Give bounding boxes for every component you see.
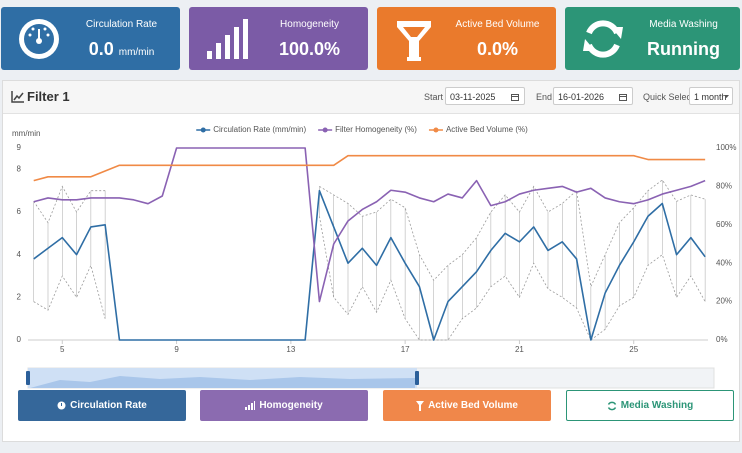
y2-tick-label: 40%	[716, 258, 732, 267]
refresh-icon	[607, 401, 616, 410]
x-tick-label: 5	[60, 345, 65, 354]
chart-icon	[11, 91, 24, 103]
quick-select-value: 1 month	[694, 92, 727, 102]
button-label: Homogeneity	[259, 400, 323, 411]
filter-header: Filter 1 Start 03-11-2025 End 16-01-2026…	[3, 81, 739, 114]
gauge-icon	[19, 19, 59, 59]
x-tick-label: 9	[174, 345, 179, 354]
bars-icon	[245, 401, 256, 410]
gauge-icon	[57, 401, 66, 410]
x-tick-label: 13	[286, 345, 295, 354]
plot-area: 0 2 4 6 8 9 0% 20% 40% 60% 80% 100% 5 9 13 17 21 25 Circul…	[17, 125, 737, 354]
quick-select[interactable]: 1 month	[689, 87, 733, 105]
media-washing-button[interactable]: Media Washing	[566, 390, 734, 421]
calendar-icon	[619, 94, 627, 101]
legend-marker	[200, 127, 206, 133]
start-label: Start	[424, 92, 444, 102]
y2-tick-label: 80%	[716, 182, 732, 191]
start-date-input[interactable]: 03-11-2025	[445, 87, 525, 105]
end-date: 16-01-2026	[558, 92, 605, 102]
card-value-row: 0.0 mm/min	[71, 39, 172, 60]
y-tick-label: 2	[17, 292, 22, 301]
button-label: Media Washing	[620, 400, 694, 411]
card-value: 100.0%	[278, 39, 341, 59]
button-label: Circulation Rate	[70, 400, 147, 411]
start-date: 03-11-2025	[450, 92, 496, 102]
legend-label: Filter Homogeneity (%)	[335, 125, 417, 134]
legend-marker	[433, 127, 439, 133]
funnel-icon	[416, 400, 425, 411]
stat-card: Circulation Rate 0.0 mm/min	[1, 7, 180, 70]
stat-card: Homogeneity 100.0%	[189, 7, 368, 70]
funnel-icon	[397, 21, 431, 61]
card-unit: mm/min	[118, 47, 155, 58]
series-line	[33, 189, 706, 341]
legend-item: Circulation Rate (mm/min)	[196, 125, 306, 134]
range-high-line	[33, 179, 706, 289]
y2-tick-label: 100%	[716, 143, 736, 152]
legend-marker	[322, 127, 328, 133]
y-axis-label: mm/min	[12, 129, 40, 138]
circulation-rate-button[interactable]: Circulation Rate	[18, 390, 186, 421]
legend-item: Active Bed Volume (%)	[428, 125, 528, 134]
end-date-input[interactable]: 16-01-2026	[553, 87, 633, 105]
quick-select-label: Quick Select	[643, 92, 694, 102]
card-title: Active Bed Volume	[455, 19, 540, 30]
homogeneity-button[interactable]: Homogeneity	[200, 390, 368, 421]
series-line	[33, 147, 706, 303]
y2-tick-label: 0%	[716, 335, 728, 344]
x-tick-label: 25	[629, 345, 638, 354]
card-title: Homogeneity	[280, 19, 339, 30]
card-value: 0.0	[88, 39, 114, 59]
button-label: Active Bed Volume	[428, 400, 518, 411]
series-line	[33, 154, 706, 182]
y-tick-label: 9	[17, 143, 22, 152]
card-title: Circulation Rate	[85, 19, 158, 30]
y2-tick-label: 20%	[716, 297, 732, 306]
y-tick-label: 6	[17, 207, 22, 216]
active-bed-volume-button[interactable]: Active Bed Volume	[383, 390, 551, 421]
card-value: Running	[647, 39, 720, 59]
bars-icon	[207, 19, 248, 59]
legend-label: Circulation Rate (mm/min)	[213, 125, 306, 134]
navigator-handle[interactable]	[26, 371, 30, 385]
stat-card: Active Bed Volume 0.0%	[377, 7, 556, 70]
dropdown-arrow	[724, 95, 729, 98]
refresh-icon	[583, 20, 623, 58]
x-tick-label: 21	[515, 345, 524, 354]
x-tick-label: 17	[401, 345, 410, 354]
stat-card: Media Washing Running	[565, 7, 740, 70]
navigator-handle[interactable]	[415, 371, 419, 385]
card-value: 0.0%	[476, 39, 519, 59]
y2-tick-label: 60%	[716, 220, 732, 229]
legend-item: Filter Homogeneity (%)	[318, 125, 417, 134]
y-tick-label: 8	[17, 164, 22, 173]
navigator-preview	[30, 376, 415, 388]
end-label: End	[536, 92, 553, 102]
legend-label: Active Bed Volume (%)	[446, 125, 528, 134]
navigator	[26, 367, 715, 389]
y-tick-label: 0	[17, 335, 22, 344]
y-tick-label: 4	[17, 250, 22, 259]
range-low-line	[33, 216, 706, 341]
filter-title: Filter 1	[27, 89, 70, 104]
card-title: Media Washing	[649, 19, 718, 30]
calendar-icon	[511, 94, 519, 101]
